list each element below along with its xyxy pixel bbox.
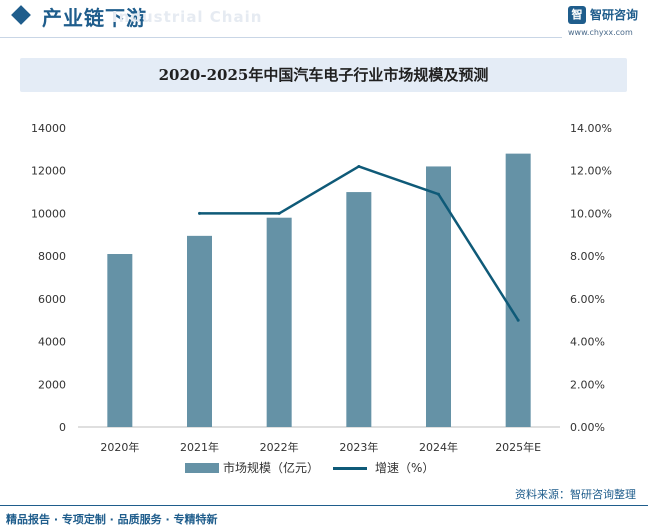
brand-url: www.chyxx.com — [568, 28, 633, 37]
data-source: 资料来源：智研咨询整理 — [515, 488, 636, 501]
brand-name: 智研咨询 — [590, 8, 639, 22]
x-tick-label: 2021年 — [180, 440, 219, 454]
x-tick-label: 2024年 — [419, 440, 458, 454]
bar — [187, 235, 212, 427]
bar — [107, 254, 133, 427]
x-tick-label: 2020年 — [100, 440, 139, 454]
y-right-tick-label: 12.00% — [570, 165, 612, 178]
section-title: 产业链下游 — [42, 6, 147, 30]
diamond-icon — [11, 5, 31, 25]
bar — [346, 192, 372, 427]
footer-tagline: 精品报告 · 专项定制 · 品质服务 · 专精特新 — [6, 513, 218, 526]
y-left-tick-label: 4000 — [38, 336, 66, 349]
y-left-tick-label: 2000 — [38, 378, 66, 391]
y-left-tick-label: 8000 — [38, 250, 66, 263]
bar — [505, 153, 531, 427]
y-left-tick-label: 10000 — [31, 207, 66, 220]
chart-title-bar: 2020-2025年中国汽车电子行业市场规模及预测 — [20, 58, 627, 92]
growth-point — [357, 164, 361, 168]
y-right-tick-label: 6.00% — [570, 293, 605, 306]
brand: 智 智研咨询 www.chyxx.com — [568, 4, 646, 40]
y-right-tick-label: 8.00% — [570, 250, 605, 263]
y-left-tick-label: 14000 — [31, 122, 66, 135]
y-left-tick-label: 0 — [59, 421, 66, 434]
legend-swatch-line — [333, 467, 367, 470]
x-tick-label: 2025年E — [495, 440, 541, 454]
chart-plot: 0 2000 4000 6000 8000 10000 12000 14000 0.00% 2.0… — [31, 122, 612, 454]
header-divider — [0, 37, 562, 38]
y-left-tick-label: 12000 — [31, 165, 66, 178]
x-tick-label: 2022年 — [260, 440, 299, 454]
header-watermark: Industrial Chain — [112, 8, 263, 26]
chart-title: 2020-2025年中国汽车电子行业市场规模及预测 — [158, 66, 489, 84]
chart-legend: 市场规模（亿元） 增速（%） — [185, 459, 485, 477]
y-right-tick-label: 10.00% — [570, 207, 612, 220]
growth-point — [437, 192, 440, 196]
header: 产业链下游 Industrial Chain 智 智研咨询 www.chyxx.… — [0, 0, 648, 40]
legend-label-line: 增速（%） — [375, 461, 435, 475]
growth-point — [277, 211, 281, 215]
growth-point — [198, 211, 201, 215]
y-right-tick-label: 14.00% — [570, 122, 612, 135]
y-right-tick-label: 4.00% — [570, 336, 605, 349]
y-right-tick-label: 2.00% — [570, 378, 605, 391]
bar — [426, 166, 451, 427]
brand-logo-icon: 智 — [568, 6, 586, 24]
legend-swatch-bar — [185, 463, 219, 473]
footer-divider — [0, 505, 648, 506]
x-tick-label: 2023年 — [339, 440, 378, 454]
legend-label-bar: 市场规模（亿元） — [223, 461, 320, 475]
y-right-tick-label: 0.00% — [570, 421, 605, 434]
growth-point — [516, 318, 520, 322]
y-left-tick-label: 6000 — [38, 293, 66, 306]
bar — [266, 217, 292, 427]
